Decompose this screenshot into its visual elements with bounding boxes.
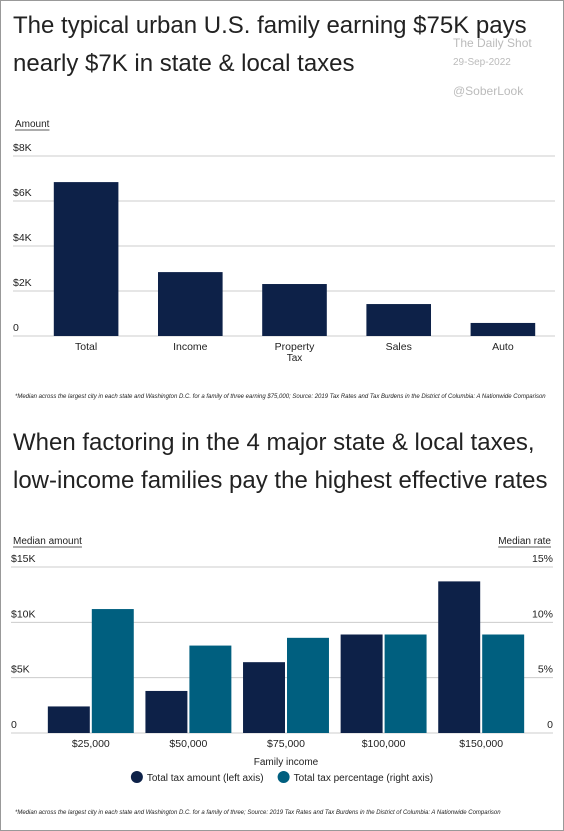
x-tick-label: $150,000 [459, 738, 503, 750]
bar [366, 304, 432, 336]
y-tick-label: $4K [13, 232, 32, 244]
x-tick-label: Income [173, 341, 208, 353]
bar [384, 634, 427, 733]
y-tick-label: $2K [13, 277, 32, 289]
bar [91, 609, 134, 733]
bar [438, 581, 481, 733]
x-tick-label: Total [75, 341, 97, 353]
y-tick-label: $10K [11, 608, 36, 620]
footnote: *Median across the largest city in each … [15, 810, 501, 816]
chart-title: The typical urban U.S. family earning $7… [13, 12, 527, 39]
bar [47, 706, 90, 733]
chart-title: low-income families pay the highest effe… [13, 467, 547, 494]
bar [53, 182, 119, 336]
footnote: *Median across the largest city in each … [15, 394, 546, 400]
bar [287, 637, 329, 733]
x-tick-label: Sales [386, 341, 412, 353]
x-axis-label: Tax [287, 353, 303, 364]
y-tick-label: 0 [11, 719, 17, 731]
x-tick-label: $75,000 [267, 738, 305, 750]
watermark-handle: @SoberLook [453, 84, 524, 98]
x-tick-label: $50,000 [169, 738, 207, 750]
y2-tick-label: 5% [538, 664, 553, 676]
bar [189, 645, 232, 733]
y-axis-label: Amount [15, 119, 50, 130]
bar [482, 634, 525, 733]
y-tick-label: 0 [13, 322, 19, 334]
y2-axis-label: Median rate [498, 536, 551, 547]
y2-tick-label: 15% [532, 553, 553, 565]
x-tick-label: $25,000 [72, 738, 110, 750]
y2-tick-label: 0 [547, 719, 553, 731]
y2-tick-label: 10% [532, 608, 553, 620]
y-axis-label: Median amount [13, 536, 82, 547]
watermark-date: 29-Sep-2022 [453, 57, 511, 68]
chart-title: nearly $7K in state & local taxes [13, 50, 355, 77]
legend-marker [130, 771, 143, 783]
bar [340, 634, 383, 733]
y-tick-label: $5K [11, 664, 30, 676]
legend-label: Total tax amount (left axis) [147, 773, 264, 784]
y-tick-label: $15K [11, 553, 36, 565]
watermark-source: The Daily Shot [453, 36, 532, 50]
y-tick-label: $8K [13, 142, 32, 154]
x-axis-label: Family income [254, 757, 319, 768]
x-tick-label: Property [275, 341, 315, 353]
x-tick-label: $100,000 [362, 738, 406, 750]
legend-marker [277, 771, 290, 783]
x-tick-label: Auto [492, 341, 514, 353]
bar [243, 662, 285, 733]
bar [262, 284, 327, 336]
y-tick-label: $6K [13, 187, 32, 199]
bar [470, 322, 536, 336]
chart-title: When factoring in the 4 major state & lo… [13, 429, 535, 456]
legend-label: Total tax percentage (right axis) [294, 773, 434, 784]
bar [145, 690, 188, 733]
bar [157, 272, 223, 336]
